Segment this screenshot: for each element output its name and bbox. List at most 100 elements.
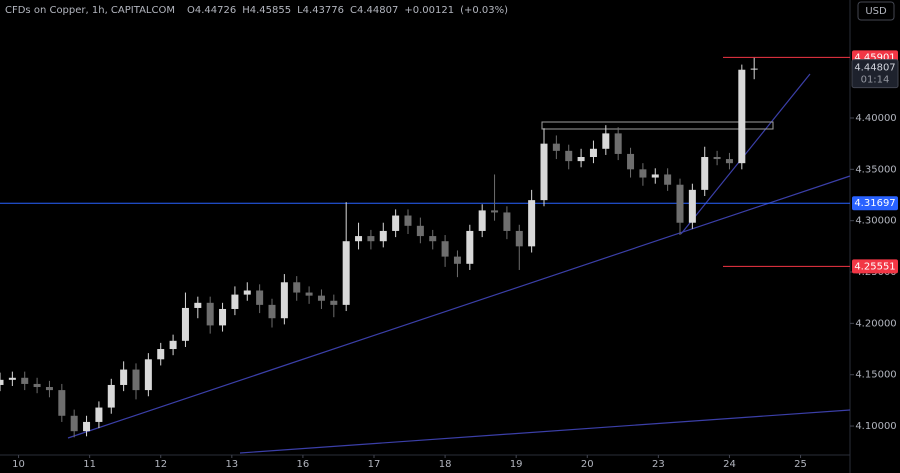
candle-body [441, 241, 449, 257]
y-tick-label: 4.20000 [855, 318, 896, 329]
header-value: +0.00121 [404, 5, 454, 16]
x-tick-label: 23 [652, 459, 665, 470]
x-tick-label: 10 [12, 459, 25, 470]
candle-body [688, 189, 696, 223]
level-label: 4.31697 [854, 198, 895, 209]
candle-body [738, 69, 746, 164]
candle-body [713, 157, 721, 160]
currency-button[interactable] [857, 1, 895, 21]
candle-body [280, 282, 288, 319]
last-price-box [851, 59, 899, 89]
candle-body [45, 387, 53, 391]
candle-body [416, 225, 424, 237]
x-tick-label: 16 [297, 459, 310, 470]
level-label-box [852, 259, 898, 274]
x-tick-label: 11 [83, 459, 96, 470]
candle-body [478, 210, 486, 231]
candle-body [21, 377, 29, 384]
candle-body [169, 340, 177, 350]
x-tick-label: 20 [581, 459, 594, 470]
level-label-box [852, 196, 898, 211]
candle-body [379, 230, 387, 242]
header-value: C4.44807 [350, 5, 398, 16]
candle-body [144, 359, 152, 391]
candle-body [602, 133, 610, 149]
trendline [67, 175, 851, 439]
y-tick-label: 4.40000 [855, 113, 896, 124]
candle-body [132, 369, 140, 391]
chart-title: CFDs on Copper, 1h, CAPITALCOM [5, 5, 175, 16]
trendline [239, 409, 851, 454]
candle-body [404, 215, 412, 226]
candle-body [219, 308, 227, 326]
candle-body [367, 236, 375, 242]
countdown: 01:14 [861, 75, 890, 86]
header-value: L4.43776 [297, 5, 344, 16]
level-label: 4.25551 [854, 261, 895, 272]
candle-body [453, 256, 461, 264]
candle-body [577, 157, 585, 162]
candle-body [95, 407, 103, 422]
candle-body [107, 384, 115, 408]
drawings [67, 73, 851, 454]
candle-body [231, 294, 239, 309]
candle-body [83, 421, 91, 432]
candle-body [206, 302, 214, 326]
y-tick-label: 4.10000 [855, 421, 896, 432]
trendline [680, 73, 811, 235]
level-label: 4.45901 [854, 52, 895, 63]
candle-body [466, 230, 474, 264]
y-tick-label: 4.15000 [855, 370, 896, 381]
candle-body [33, 383, 41, 388]
candle-body [120, 369, 128, 385]
candle-body [256, 290, 264, 305]
candle-body [70, 415, 78, 432]
candle-body [701, 157, 709, 190]
last-price: 4.44807 [854, 63, 895, 74]
candle-body [503, 212, 511, 231]
candle-body [651, 174, 659, 178]
y-tick-label: 4.30000 [855, 216, 896, 227]
header-value: H4.45855 [242, 5, 291, 16]
candle-body [355, 236, 363, 242]
candle-body [243, 290, 251, 295]
candle-body [0, 379, 4, 385]
candle-body [293, 282, 301, 293]
candle-body [491, 210, 499, 213]
candle-body [194, 302, 202, 308]
x-tick-label: 24 [723, 459, 736, 470]
candle-body [330, 300, 338, 305]
x-tick-label: 18 [439, 459, 452, 470]
x-tick-label: 17 [368, 459, 381, 470]
currency[interactable]: USD [865, 6, 887, 17]
candle-body [58, 390, 66, 416]
candle-body [540, 143, 548, 201]
candle-body [750, 68, 758, 70]
candle-body [664, 174, 672, 185]
candle-body [181, 307, 189, 341]
x-tick-label: 25 [794, 459, 807, 470]
candle-body [8, 377, 16, 380]
candles [0, 57, 758, 438]
candle-body [565, 150, 573, 162]
x-tick-label: 12 [154, 459, 167, 470]
candle-body [725, 159, 733, 164]
x-tick-label: 19 [510, 459, 523, 470]
candle-body [342, 241, 350, 305]
candle-body [157, 349, 165, 360]
resistance-zone [541, 121, 774, 130]
header-value: O4.44726 [187, 5, 236, 16]
x-tick-label: 13 [225, 459, 238, 470]
candle-body [614, 133, 622, 154]
candle-body [639, 169, 647, 178]
candle-body [627, 153, 635, 170]
candle-body [589, 148, 597, 158]
candle-body [268, 304, 276, 319]
y-tick-label: 4.35000 [855, 164, 896, 175]
candle-body [676, 184, 684, 223]
candle-body [515, 230, 523, 247]
candle-body [429, 236, 437, 242]
candle-body [317, 295, 325, 301]
